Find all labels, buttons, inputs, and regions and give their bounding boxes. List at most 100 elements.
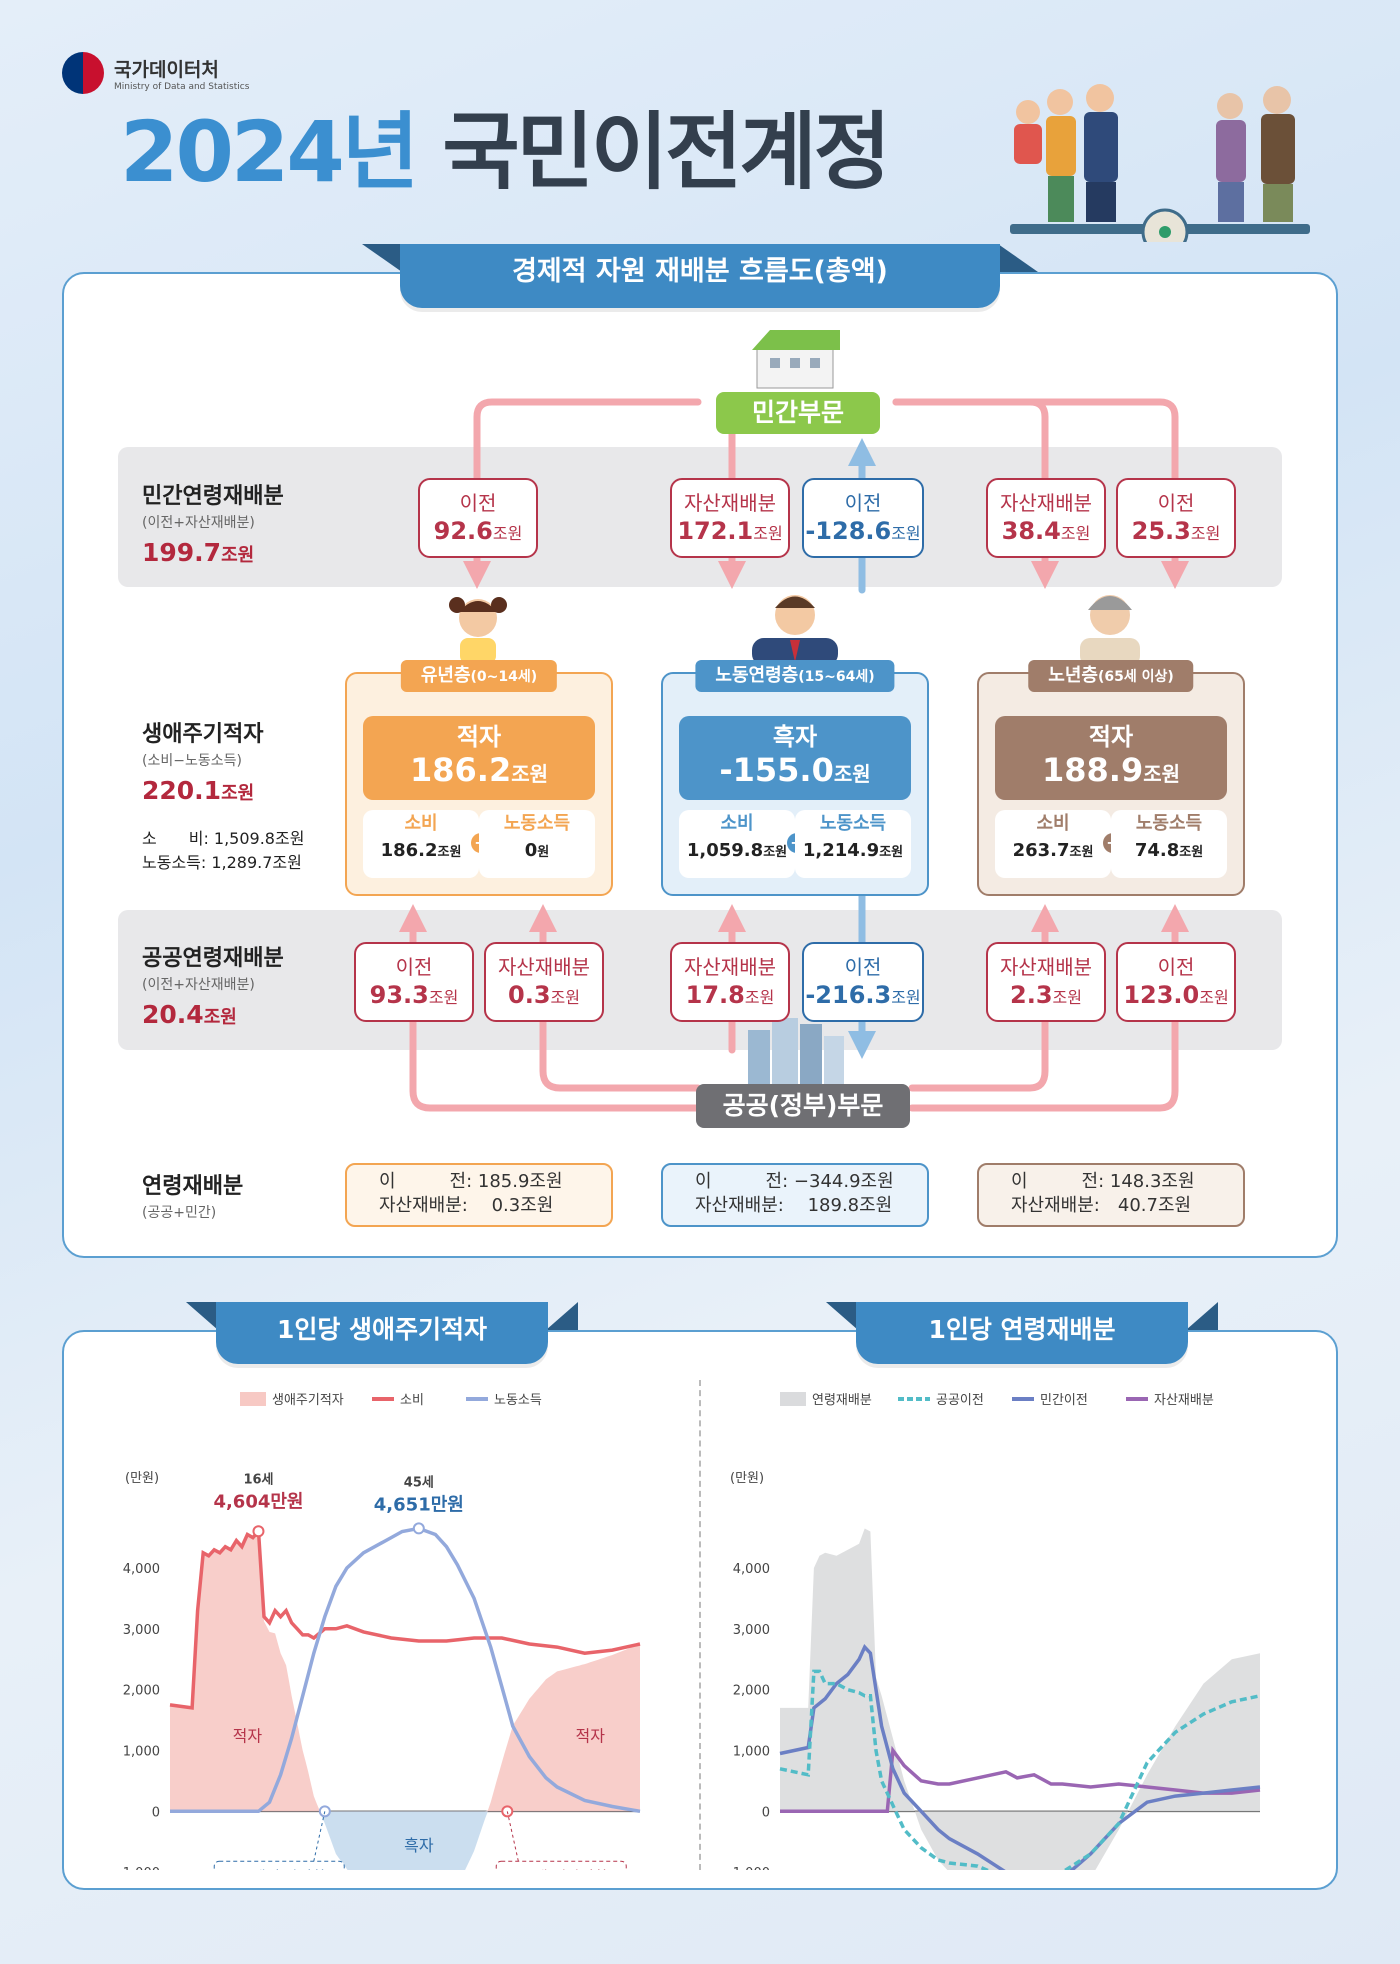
summary-worker: 이 전: −344.9조원 자산재배분: 189.8조원 bbox=[661, 1163, 929, 1227]
group-consumption: 소비 1,059.8조원 bbox=[679, 810, 795, 878]
peak-value-label: 4,604만원 bbox=[213, 1491, 303, 1512]
legend-label-deficit: 생애주기적자 bbox=[272, 1393, 344, 1408]
public-sector-node: 공공(정부)부문 bbox=[696, 1084, 910, 1128]
title-name: 국민이전계정 bbox=[442, 103, 891, 201]
buildings-icon bbox=[748, 1018, 844, 1090]
y-tick-label: 2,000 bbox=[733, 1684, 770, 1699]
row-title: 민간연령재배분 bbox=[142, 484, 284, 509]
ribbon-wing-left bbox=[186, 1302, 218, 1330]
chart1-legend: 생애주기적자 소비 노동소득 bbox=[240, 1392, 542, 1408]
row-sub: (소비−노동소득) bbox=[142, 753, 242, 769]
total-consumption: 소 비: 1,509.8조원 bbox=[142, 829, 305, 848]
y-tick-label: 2,000 bbox=[123, 1684, 160, 1699]
legend-label-public: 공공이전 bbox=[936, 1393, 984, 1408]
crossover-box bbox=[213, 1860, 345, 1870]
group-header: 노동연령층(15~64세) bbox=[695, 660, 895, 692]
y-tick-label: 3,000 bbox=[733, 1623, 770, 1638]
row-value: 220.1조원 bbox=[142, 776, 255, 805]
y-tick-label: 1,000 bbox=[123, 1745, 160, 1760]
public-transfer-worker: 이전 -216.3조원 bbox=[802, 942, 924, 1022]
area-label: 적자 bbox=[233, 1726, 263, 1745]
y-unit-label: (만원) bbox=[125, 1471, 159, 1486]
org-name-ko: 국가데이터처 bbox=[114, 58, 219, 81]
row-label-age: 연령재배분 (공공+민간) bbox=[142, 1168, 243, 1222]
org-name-en: Ministry of Data and Statistics bbox=[114, 81, 250, 92]
row-sub: (이전+자산재배분) bbox=[142, 515, 255, 531]
y-unit-label: (만원) bbox=[730, 1471, 764, 1486]
y-tick-label: 0 bbox=[762, 1805, 770, 1820]
chart2-legend: 연령재배분 공공이전 민간이전 자산재배분 bbox=[780, 1392, 1214, 1408]
crossover-leader bbox=[313, 1811, 326, 1862]
row-title: 생애주기적자 bbox=[142, 722, 264, 747]
peak-age-label: 45세 bbox=[404, 1475, 434, 1490]
group-labor-income: 노동소득 0원 bbox=[479, 810, 595, 878]
row-label-private: 민간연령재배분 (이전+자산재배분) 199.7조원 bbox=[142, 478, 284, 567]
worker-icon bbox=[752, 595, 838, 666]
crossover-leader bbox=[506, 1811, 519, 1862]
public-transfer-line bbox=[779, 1669, 1261, 1870]
summary-child: 이 전: 185.9조원 자산재배분: 0.3조원 bbox=[345, 1163, 613, 1227]
child-icon bbox=[449, 597, 507, 664]
peak-value-label: 4,651만원 bbox=[374, 1494, 464, 1515]
area-label: 적자 bbox=[576, 1726, 606, 1745]
deficit-area bbox=[170, 1531, 640, 1812]
total-labor-income: 노동소득: 1,289.7조원 bbox=[142, 853, 302, 872]
row-value: 20.4조원 bbox=[142, 1000, 237, 1029]
private-asset-worker: 자산재배분 172.1조원 bbox=[670, 478, 790, 558]
area-label: 흑자 bbox=[404, 1836, 434, 1855]
legend-label-asset: 자산재배분 bbox=[1154, 1393, 1214, 1408]
private-sector-node: 민간부문 bbox=[716, 392, 880, 434]
row-sub: (이전+자산재배분) bbox=[142, 977, 255, 993]
crossover-box bbox=[495, 1860, 627, 1870]
private-transfer-child: 이전 92.6조원 bbox=[418, 478, 538, 558]
age-realloc-area bbox=[780, 1528, 1260, 1870]
y-tick-label: 0 bbox=[152, 1805, 160, 1820]
y-tick-label: 3,000 bbox=[123, 1623, 160, 1638]
chart1-ribbon: 1인당 생애주기적자 bbox=[216, 1302, 548, 1364]
private-asset-elder: 자산재배분 38.4조원 bbox=[986, 478, 1106, 558]
y-tick-label: 4,000 bbox=[123, 1562, 160, 1577]
private-transfer-line bbox=[779, 1643, 1261, 1870]
group-labor-income: 노동소득 74.8조원 bbox=[1111, 810, 1227, 878]
peak-age-label: 16세 bbox=[243, 1472, 273, 1487]
title-year: 2024년 bbox=[120, 103, 419, 201]
group-worker: 노동연령층(15~64세) 흑자-155.0조원 소비1,059.8조원 − 노… bbox=[661, 660, 929, 896]
peak-labor-marker bbox=[412, 1522, 425, 1535]
row-title: 공공연령재배분 bbox=[142, 946, 284, 971]
legend-label-realloc: 연령재배분 bbox=[812, 1393, 872, 1408]
lifecycle-deficit-chart: 생애주기적자 소비 노동소득 (만원) -2,000-1,00001,0002,… bbox=[118, 1392, 641, 1870]
y-tick-label: -1,000 bbox=[728, 1866, 770, 1870]
public-asset-child: 자산재배분 0.3조원 bbox=[484, 942, 604, 1022]
private-transfer-elder: 이전 25.3조원 bbox=[1116, 478, 1236, 558]
row-label-lifecycle: 생애주기적자 (소비−노동소득) 220.1조원 소 비: 1,509.8조원 … bbox=[142, 716, 304, 873]
elder-icon bbox=[1080, 595, 1140, 666]
age-realloc-chart: 연령재배분 공공이전 민간이전 자산재배분 (만원) -2,000-1,0000… bbox=[728, 1392, 1261, 1870]
y-tick-label: 4,000 bbox=[733, 1562, 770, 1577]
crossover-label: 28세 흑자전환 bbox=[233, 1868, 326, 1870]
ribbon-wing-right bbox=[1186, 1302, 1218, 1330]
chart2-ribbon: 1인당 연령재배분 bbox=[856, 1302, 1188, 1364]
y-tick-label: -1,000 bbox=[118, 1866, 160, 1870]
group-header: 유년층(0~14세) bbox=[400, 660, 558, 692]
row-sub: (공공+민간) bbox=[142, 1205, 217, 1221]
taegeuk-logo-icon bbox=[62, 52, 104, 94]
legend-label-labor: 노동소득 bbox=[494, 1393, 542, 1408]
row-value: 199.7조원 bbox=[142, 538, 255, 567]
summary-elder: 이 전: 148.3조원 자산재배분: 40.7조원 bbox=[977, 1163, 1245, 1227]
group-deficit: 적자 188.9조원 bbox=[995, 716, 1227, 800]
legend-label-consumption: 소비 bbox=[400, 1393, 424, 1408]
ribbon-wing-left bbox=[362, 244, 402, 272]
family-scale-illustration bbox=[1010, 84, 1310, 242]
public-transfer-elder: 이전 123.0조원 bbox=[1116, 942, 1236, 1022]
surplus-area bbox=[170, 1811, 640, 1870]
private-transfer-worker: 이전 -128.6조원 bbox=[802, 478, 924, 558]
group-surplus: 흑자 -155.0조원 bbox=[679, 716, 911, 800]
row-label-public: 공공연령재배분 (이전+자산재배분) 20.4조원 bbox=[142, 940, 284, 1029]
org-logo: 국가데이터처 Ministry of Data and Statistics bbox=[62, 52, 249, 94]
group-labor-income: 노동소득 1,214.9조원 bbox=[795, 810, 911, 878]
public-transfer-child: 이전 93.3조원 bbox=[354, 942, 474, 1022]
row-title: 연령재배분 bbox=[142, 1174, 244, 1199]
chart-divider bbox=[699, 1380, 701, 1870]
house-icon bbox=[752, 330, 840, 389]
